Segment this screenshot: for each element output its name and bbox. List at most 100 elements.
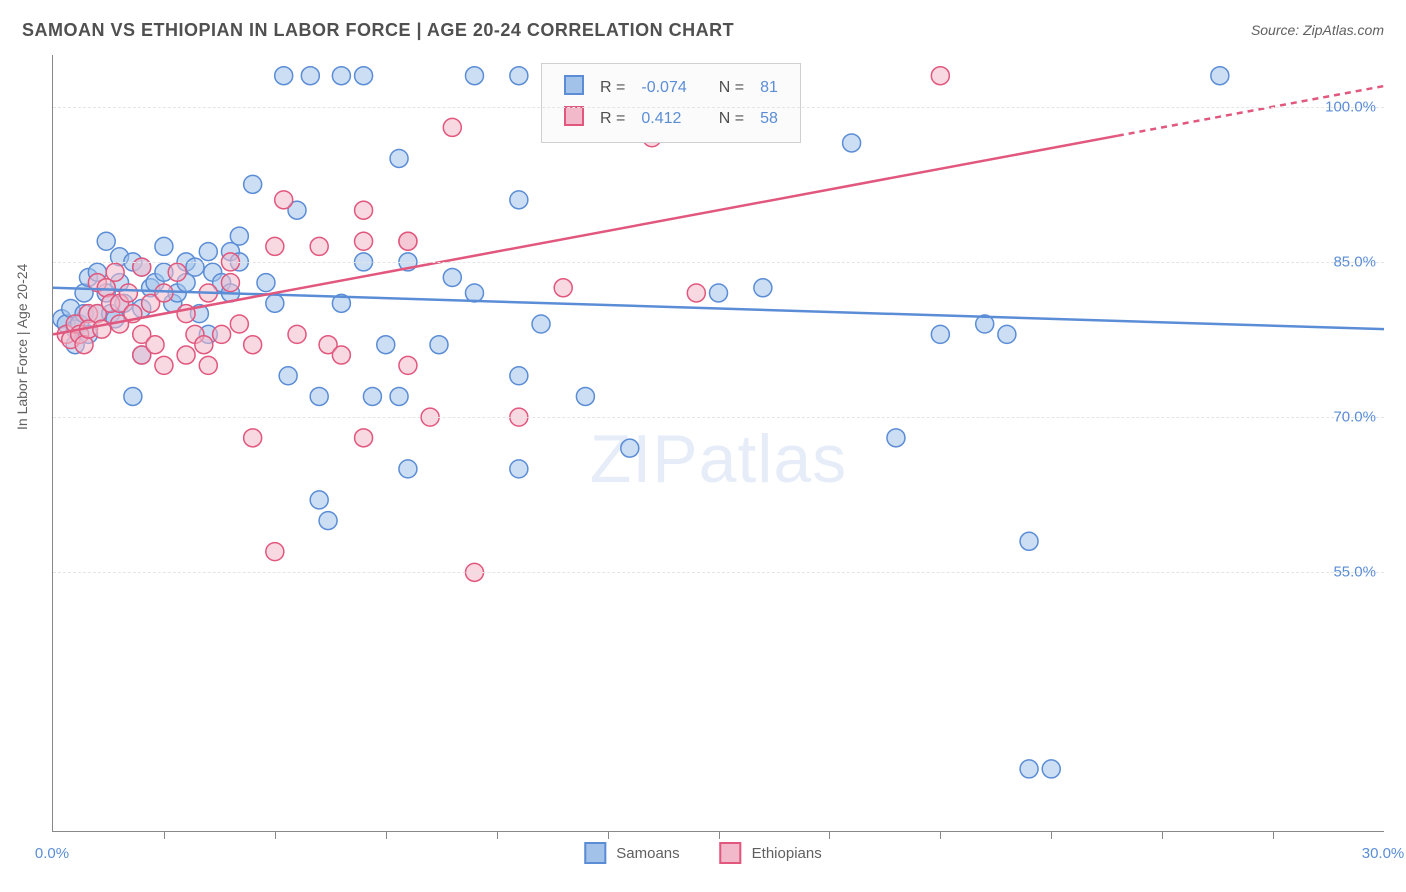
x-tick <box>497 831 498 839</box>
data-point <box>510 460 528 478</box>
x-tick <box>1162 831 1163 839</box>
data-point <box>399 460 417 478</box>
data-point <box>230 315 248 333</box>
source-label: Source: ZipAtlas.com <box>1251 22 1384 38</box>
data-point <box>155 237 173 255</box>
legend-item: Samoans <box>584 842 679 864</box>
data-point <box>1020 760 1038 778</box>
x-tick <box>1273 831 1274 839</box>
gridline <box>53 262 1384 263</box>
data-point <box>1020 532 1038 550</box>
n-label: N = <box>711 72 752 103</box>
x-tick <box>164 831 165 839</box>
n-value: 81 <box>752 72 786 103</box>
data-point <box>186 258 204 276</box>
data-point <box>355 429 373 447</box>
data-point <box>319 512 337 530</box>
data-point <box>887 429 905 447</box>
chart-title: SAMOAN VS ETHIOPIAN IN LABOR FORCE | AGE… <box>22 20 734 41</box>
x-tick <box>719 831 720 839</box>
y-tick-label: 100.0% <box>1325 98 1376 115</box>
data-point <box>1042 760 1060 778</box>
plot-area: ZIPatlas R =-0.074N =81R =0.412N =58 <box>52 55 1384 832</box>
data-point <box>1211 67 1229 85</box>
data-point <box>687 284 705 302</box>
data-point <box>213 325 231 343</box>
data-point <box>443 118 461 136</box>
data-point <box>244 175 262 193</box>
data-point <box>443 268 461 286</box>
data-point <box>931 67 949 85</box>
data-point <box>266 237 284 255</box>
data-point <box>621 439 639 457</box>
chart-container: SAMOAN VS ETHIOPIAN IN LABOR FORCE | AGE… <box>0 0 1406 892</box>
data-point <box>390 387 408 405</box>
data-point <box>266 294 284 312</box>
data-point <box>301 67 319 85</box>
data-point <box>221 274 239 292</box>
data-point <box>399 356 417 374</box>
legend-swatch <box>564 75 584 95</box>
y-tick-label: 70.0% <box>1333 409 1376 426</box>
data-point <box>532 315 550 333</box>
data-point <box>754 279 772 297</box>
data-point <box>133 258 151 276</box>
data-point <box>554 279 572 297</box>
scatter-svg <box>53 55 1384 831</box>
x-tick <box>386 831 387 839</box>
data-point <box>124 387 142 405</box>
data-point <box>97 232 115 250</box>
data-point <box>199 356 217 374</box>
data-point <box>355 201 373 219</box>
x-tick <box>1051 831 1052 839</box>
data-point <box>576 387 594 405</box>
correlation-legend: R =-0.074N =81R =0.412N =58 <box>541 63 801 143</box>
legend-label: Samoans <box>616 845 679 862</box>
data-point <box>399 232 417 250</box>
data-point <box>510 191 528 209</box>
data-point <box>465 284 483 302</box>
data-point <box>332 346 350 364</box>
data-point <box>230 227 248 245</box>
data-point <box>363 387 381 405</box>
data-point <box>310 491 328 509</box>
y-axis-label: In Labor Force | Age 20-24 <box>14 264 30 430</box>
gridline <box>53 572 1384 573</box>
data-point <box>465 67 483 85</box>
legend-item: Ethiopians <box>720 842 822 864</box>
gridline <box>53 417 1384 418</box>
data-point <box>168 263 186 281</box>
x-tick <box>608 831 609 839</box>
data-point <box>155 284 173 302</box>
data-point <box>510 367 528 385</box>
y-tick-label: 55.0% <box>1333 564 1376 581</box>
data-point <box>390 149 408 167</box>
data-point <box>244 429 262 447</box>
data-point <box>106 263 124 281</box>
legend-label: Ethiopians <box>752 845 822 862</box>
r-label: R = <box>592 72 633 103</box>
data-point <box>355 67 373 85</box>
data-point <box>288 325 306 343</box>
data-point <box>332 67 350 85</box>
x-tick-label-min: 0.0% <box>35 845 69 862</box>
data-point <box>310 387 328 405</box>
data-point <box>931 325 949 343</box>
data-point <box>177 346 195 364</box>
data-point <box>310 237 328 255</box>
x-tick-label-max: 30.0% <box>1362 845 1405 862</box>
data-point <box>430 336 448 354</box>
x-tick <box>940 831 941 839</box>
data-point <box>843 134 861 152</box>
data-point <box>195 336 213 354</box>
data-point <box>998 325 1016 343</box>
gridline <box>53 107 1384 108</box>
data-point <box>510 67 528 85</box>
data-point <box>710 284 728 302</box>
data-point <box>275 67 293 85</box>
data-point <box>146 336 164 354</box>
data-point <box>155 356 173 374</box>
x-tick <box>275 831 276 839</box>
y-tick-label: 85.0% <box>1333 253 1376 270</box>
data-point <box>279 367 297 385</box>
